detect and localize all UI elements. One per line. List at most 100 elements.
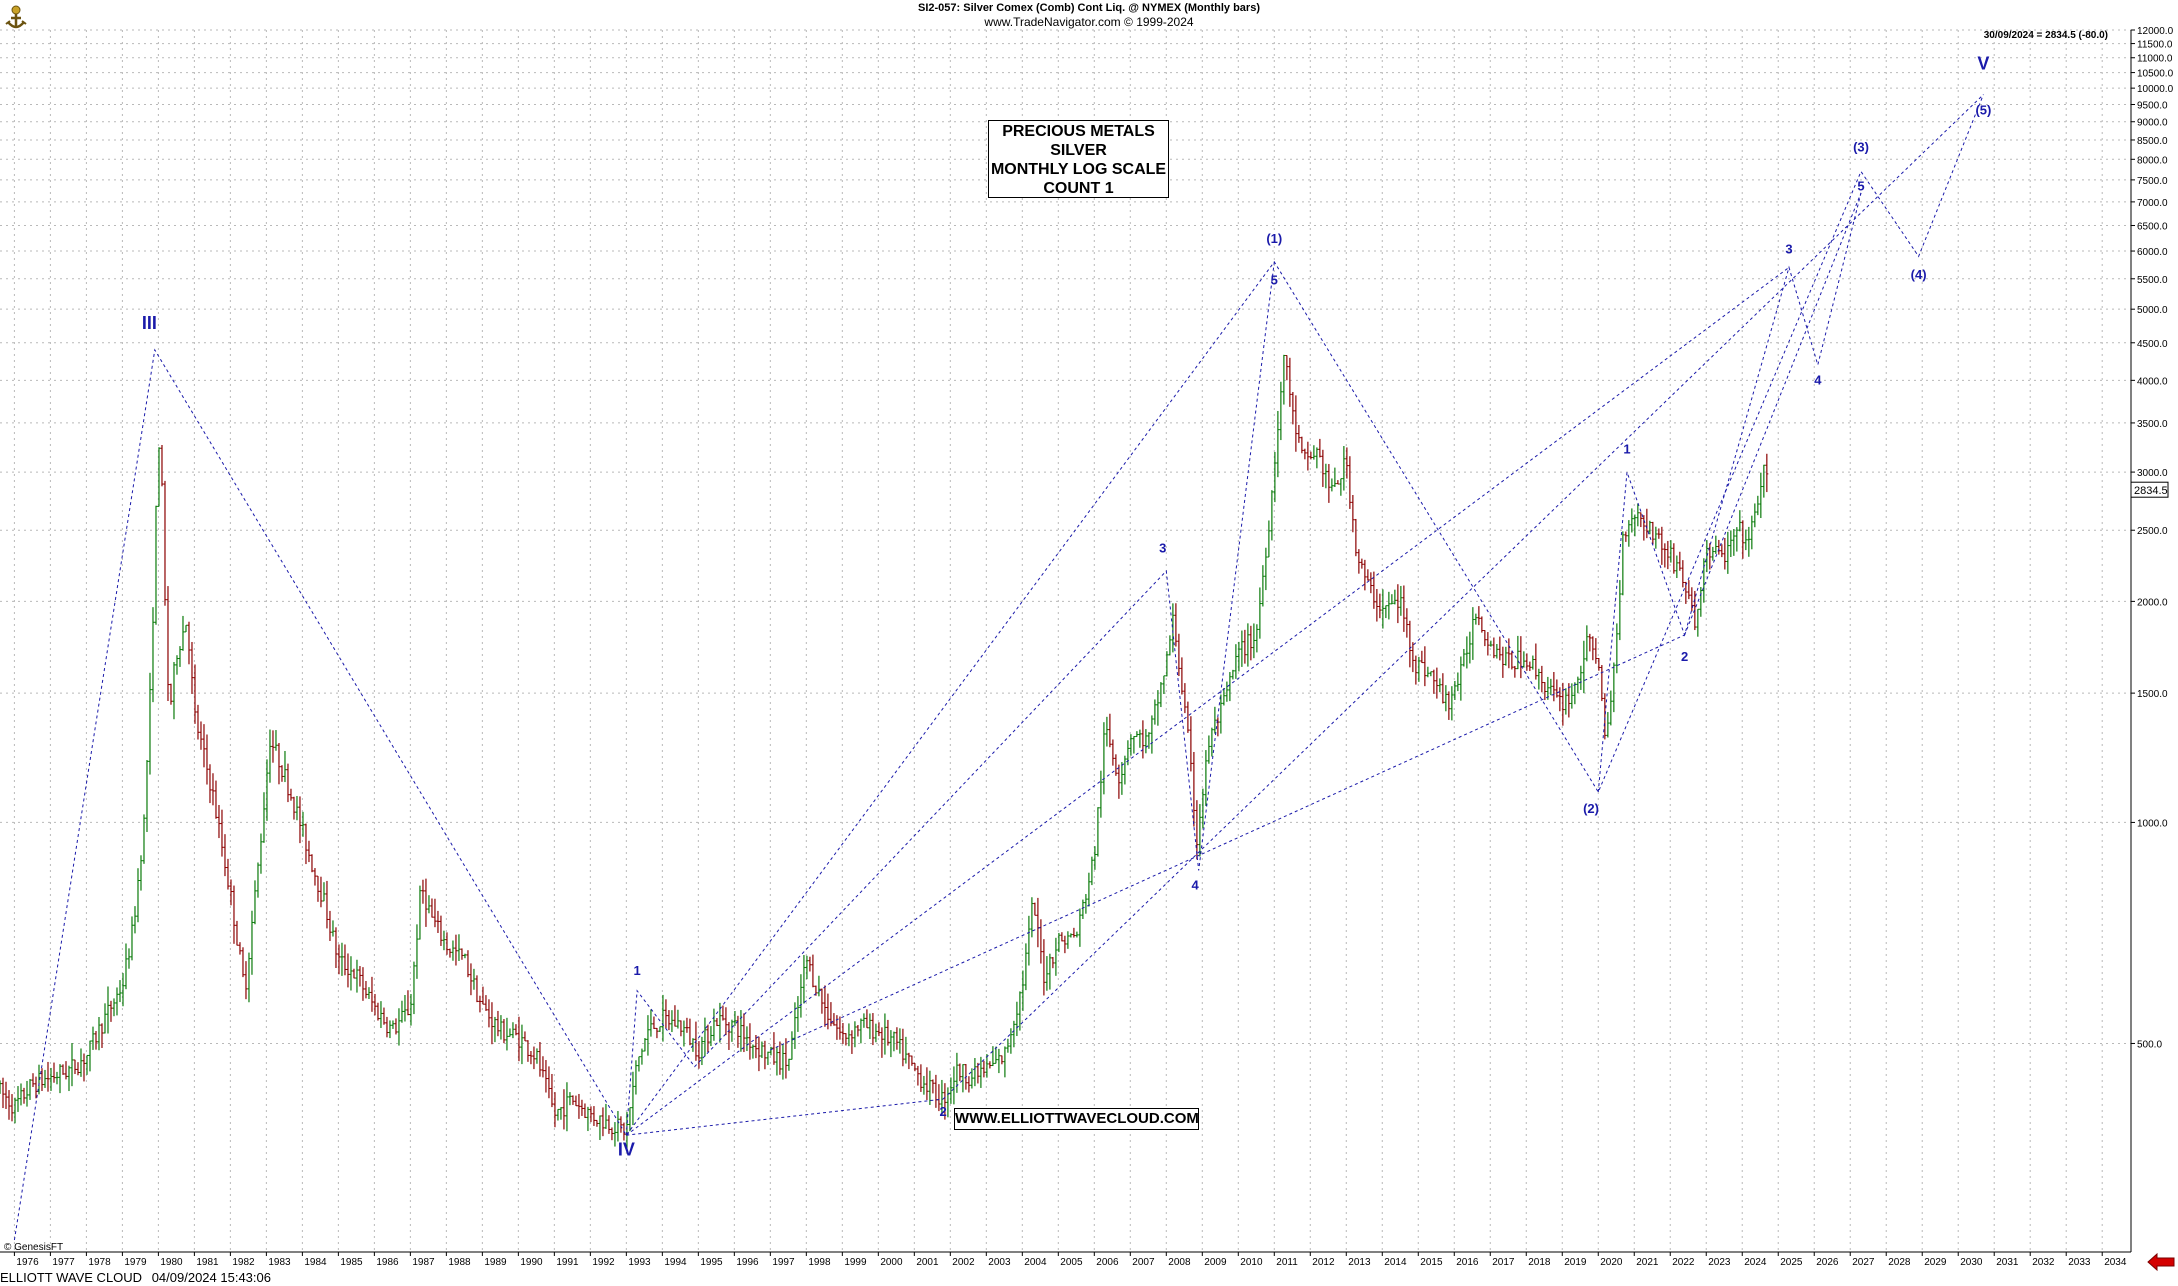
y-tick-label: 1000.0 — [2137, 818, 2168, 829]
y-tick-label: 3000.0 — [2137, 468, 2168, 479]
x-tick-label: 2012 — [1312, 1257, 1335, 1268]
x-tick-label: 1983 — [268, 1257, 291, 1268]
wave-label: 3 — [1159, 541, 1166, 556]
x-tick-label: 2009 — [1204, 1257, 1227, 1268]
x-tick-label: 1990 — [520, 1257, 543, 1268]
x-tick-label: 2011 — [1276, 1257, 1298, 1268]
x-tick-label: 2022 — [1672, 1257, 1695, 1268]
y-tick-label: 9500.0 — [2137, 100, 2168, 111]
wave-iv-correction-path — [626, 1098, 944, 1136]
y-tick-label: 2000.0 — [2137, 597, 2168, 608]
last-quote-readout: 30/09/2024 = 2834.5 (-80.0) — [1983, 30, 2108, 41]
channel-line-2 — [770, 634, 1685, 1051]
wave-label: 4 — [1814, 372, 1822, 387]
price-axis[interactable]: 12000.0 11500.0 11000.0 10500.0 10000.0 9500.… — [2131, 26, 2174, 1050]
x-tick-label: 2004 — [1024, 1257, 1047, 1268]
footer-timestamp: 04/09/2024 15:43:06 — [151, 1270, 271, 1285]
x-tick-label: 1976 — [16, 1257, 39, 1268]
wave-label: 1 — [1623, 442, 1630, 457]
x-tick-label: 2034 — [2104, 1257, 2127, 1268]
x-tick-label: 1978 — [88, 1257, 111, 1268]
x-tick-label: 2021 — [1636, 1257, 1659, 1268]
wave-label: 1 — [634, 963, 641, 978]
wave-label: (1) — [1266, 231, 1282, 246]
y-tick-label: 4000.0 — [2137, 376, 2168, 387]
x-tick-label: 2020 — [1600, 1257, 1623, 1268]
chart-info-box: PRECIOUS METALS SILVER MONTHLY LOG SCALE… — [988, 120, 1169, 198]
x-tick-label: 1994 — [664, 1257, 687, 1268]
x-tick-label: 2006 — [1096, 1257, 1119, 1268]
x-tick-label: 2017 — [1492, 1257, 1515, 1268]
info-line-instrument: SILVER — [1050, 142, 1107, 159]
x-tick-label: 2002 — [952, 1257, 975, 1268]
wave-3-minor-path — [1597, 192, 1862, 793]
wave-label: (4) — [1911, 267, 1927, 282]
x-tick-label: 2015 — [1420, 1257, 1443, 1268]
wave-v-minor-path — [625, 261, 1275, 1136]
x-tick-label: 1985 — [340, 1257, 363, 1268]
x-tick-label: 2032 — [2032, 1257, 2055, 1268]
y-tick-label: 6000.0 — [2137, 247, 2168, 258]
x-tick-label: 2033 — [2068, 1257, 2091, 1268]
website-watermark: WWW.ELLIOTTWAVECLOUD.COM — [954, 1108, 1199, 1130]
y-tick-label: 7000.0 — [2137, 198, 2168, 209]
y-tick-label: 4500.0 — [2137, 339, 2168, 350]
x-tick-label: 1992 — [592, 1257, 615, 1268]
trade-navigator-logo-icon[interactable] — [2, 2, 30, 32]
x-tick-label: 1982 — [232, 1257, 255, 1268]
wave-label: (3) — [1853, 139, 1869, 154]
x-tick-label: 1997 — [772, 1257, 795, 1268]
x-tick-label: 2018 — [1528, 1257, 1551, 1268]
time-axis[interactable]: 1976 1977 1978 1979 1980 1981 1982 1983 1984 1985… — [13, 1252, 2127, 1268]
y-tick-label: 3500.0 — [2137, 419, 2168, 430]
x-tick-label: 1996 — [736, 1257, 759, 1268]
x-tick-label: 1981 — [196, 1257, 219, 1268]
data-copyright: © GenesisFT — [4, 1242, 64, 1253]
wave-5-projection-path — [1684, 192, 1862, 636]
x-tick-label: 2019 — [1564, 1257, 1587, 1268]
x-tick-label: 1991 — [556, 1257, 579, 1268]
wave-label: V — [1977, 54, 1989, 74]
wave-label: III — [142, 313, 157, 333]
wave-label: 4 — [1191, 878, 1199, 893]
y-tick-label: 1500.0 — [2137, 689, 2168, 700]
channel-line-3 — [942, 94, 1984, 1100]
x-tick-label: 2026 — [1816, 1257, 1839, 1268]
x-tick-label: 1980 — [160, 1257, 183, 1268]
last-price-tag: 2834.5 — [2130, 481, 2169, 498]
x-tick-label: 1984 — [304, 1257, 327, 1268]
wave-label: IV — [618, 1139, 635, 1159]
x-tick-label: 2008 — [1168, 1257, 1191, 1268]
x-tick-label: 2000 — [880, 1257, 903, 1268]
wave-label: 2 — [1681, 649, 1688, 664]
x-tick-label: 1986 — [376, 1257, 399, 1268]
y-tick-label: 11000.0 — [2137, 54, 2173, 65]
scroll-left-arrow-icon[interactable] — [2146, 1252, 2176, 1272]
x-tick-label: 2014 — [1384, 1257, 1407, 1268]
y-tick-label: 7500.0 — [2137, 176, 2168, 187]
x-tick-label: 2028 — [1888, 1257, 1911, 1268]
footer-brand: ELLIOTT WAVE CLOUD — [0, 1270, 143, 1285]
x-tick-label: 2024 — [1744, 1257, 1767, 1268]
y-tick-label: 5500.0 — [2137, 275, 2168, 286]
y-tick-label: 10500.0 — [2137, 69, 2174, 80]
x-tick-label: 2005 — [1060, 1257, 1083, 1268]
price-bars — [0, 354, 1769, 1150]
info-line-count: COUNT 1 — [1043, 180, 1114, 197]
wave-label: 2 — [939, 1104, 946, 1119]
x-tick-label: 2001 — [916, 1257, 939, 1268]
x-tick-label: 1988 — [448, 1257, 471, 1268]
y-tick-label: 12000.0 — [2137, 26, 2174, 37]
y-tick-label: 2500.0 — [2137, 526, 2168, 537]
wave-label: (5) — [1975, 103, 1991, 118]
y-tick-label: 6500.0 — [2137, 222, 2168, 233]
x-tick-label: 1999 — [844, 1257, 867, 1268]
x-tick-label: 2027 — [1852, 1257, 1875, 1268]
x-tick-label: 1993 — [628, 1257, 651, 1268]
x-tick-label: 1998 — [808, 1257, 831, 1268]
x-tick-label: 2031 — [1996, 1257, 2019, 1268]
chart-subtitle: www.TradeNavigator.com © 1999-2024 — [984, 15, 1194, 29]
info-line-category: PRECIOUS METALS — [1002, 123, 1155, 140]
x-tick-label: 2023 — [1708, 1257, 1731, 1268]
